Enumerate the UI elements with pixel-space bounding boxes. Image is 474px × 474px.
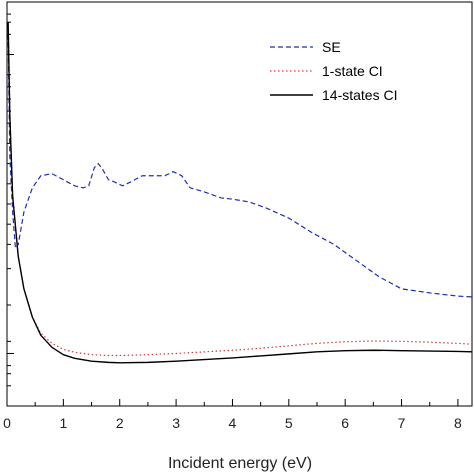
x-tick-label: 5 [285,415,293,431]
series-layer [7,22,473,364]
x-tick-label: 6 [341,415,349,431]
series-line-1 [7,22,473,357]
legend-label-2: 14-states CI [322,87,397,103]
x-tick-label: 1 [59,415,67,431]
legend-label-1: 1-state CI [322,63,383,79]
plot-frame [6,1,473,407]
x-tick-label: 3 [172,415,180,431]
series-line-2 [7,22,473,364]
x-axis-title: Incident energy (eV) [168,455,312,472]
y-axis [7,13,14,387]
plot-border [6,1,473,407]
x-tick-label: 7 [398,415,406,431]
x-tick-label: 0 [3,415,11,431]
x-tick-label: 2 [116,415,124,431]
series-line-0 [7,34,473,298]
legend: SE 1-state CI 14-states CI [270,39,397,103]
x-axis: 0 1 2 3 4 5 6 7 8 [3,399,462,431]
x-tick-label: 4 [229,415,237,431]
legend-label-0: SE [322,39,341,55]
x-tick-label: 8 [454,415,462,431]
